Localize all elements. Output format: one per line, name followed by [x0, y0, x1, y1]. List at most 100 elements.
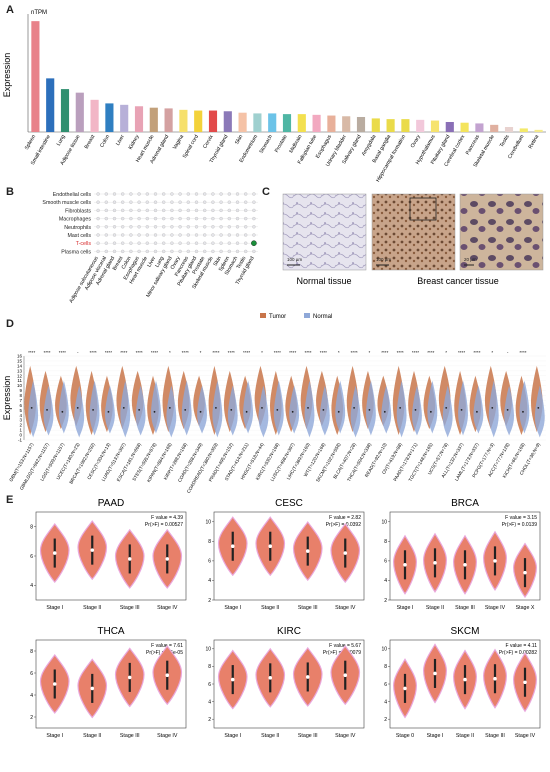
breast-cancer-tissue-label: Breast cancer tissue — [417, 276, 499, 286]
cell-dot — [186, 192, 191, 196]
y-tick-label: 15 — [17, 358, 23, 363]
violin-normal — [412, 385, 422, 436]
cell-dot — [96, 249, 100, 254]
median-dot — [165, 557, 170, 561]
y-tick-label: 6 — [384, 559, 387, 565]
stage-label: Stage I — [224, 605, 241, 611]
stage-label: Stage IV — [157, 733, 178, 739]
subplot-title: PAAD — [98, 498, 125, 509]
violin-normal — [89, 380, 100, 436]
bar — [253, 113, 262, 132]
y-tick-label: 6 — [208, 682, 211, 688]
y-tick-label: 2 — [208, 717, 211, 723]
cell-dot — [202, 192, 207, 196]
cell-dot — [243, 192, 248, 196]
median-dot — [343, 551, 348, 555]
median-dot — [230, 408, 233, 411]
y-tick-label: 3 — [19, 418, 22, 423]
y-tick-label: 5 — [19, 408, 22, 413]
significance-label: **** — [320, 350, 327, 355]
bar — [342, 116, 351, 132]
cell-dot — [235, 241, 240, 245]
cell-dot — [120, 225, 125, 229]
significance-label: * — [445, 350, 447, 355]
cell-dot — [202, 241, 207, 245]
cell-dot — [219, 216, 223, 221]
median-dot — [165, 673, 170, 677]
cell-dot — [178, 216, 182, 221]
column-label: Lung — [154, 256, 165, 269]
row-label: Endothelial cells — [53, 192, 92, 198]
violin-normal — [43, 385, 54, 436]
y-tick-label: 2 — [30, 715, 33, 721]
stage-label: Stage II — [261, 605, 279, 611]
cell-dot — [186, 241, 191, 245]
significance-label: **** — [427, 350, 434, 355]
violin-normal — [135, 385, 146, 436]
stage-label: Stage IV — [485, 605, 506, 611]
violin-normal — [289, 385, 300, 434]
stage-label: Stage III — [298, 605, 318, 611]
median-dot — [90, 548, 95, 552]
legend-label-normal: Normal — [313, 314, 332, 320]
plot-frame — [35, 639, 187, 729]
cell-dot — [137, 216, 141, 221]
median-dot — [383, 410, 386, 413]
y-tick-label: 4 — [30, 583, 33, 589]
cell-dot — [243, 225, 248, 229]
cell-dot — [153, 225, 158, 229]
cell-dot — [145, 225, 150, 229]
significance-label: **** — [381, 350, 388, 355]
significance-label: **** — [105, 350, 112, 355]
panel-label-d: D — [6, 318, 14, 330]
significance-label: **** — [212, 350, 219, 355]
y-tick-label: 13 — [17, 368, 23, 373]
cell-dot — [211, 200, 215, 204]
bar — [164, 108, 173, 132]
plot-frame — [213, 511, 365, 601]
cell-dot — [170, 249, 174, 254]
median-dot — [76, 406, 79, 409]
column-label: Liver — [146, 255, 157, 268]
zoom-box — [409, 197, 437, 221]
median-dot — [523, 680, 527, 685]
median-dot — [153, 410, 156, 413]
median-dot — [305, 675, 310, 679]
y-tick-label: 8 — [208, 539, 211, 545]
stage-label: Stage II — [426, 605, 444, 611]
bar — [120, 104, 129, 132]
y-tick-label: 8 — [208, 664, 211, 670]
violin-normal — [197, 385, 207, 434]
significance-label: **** — [243, 350, 250, 355]
y-tick-label: -1 — [18, 438, 22, 443]
cell-dot — [211, 233, 215, 237]
significance-label: **** — [274, 350, 281, 355]
median-dot — [230, 544, 235, 549]
median-dot — [399, 406, 402, 409]
stage-label: Stage II — [261, 733, 279, 739]
cell-dot — [235, 200, 240, 204]
stage-label: Stage X — [516, 605, 535, 611]
median-dot — [127, 557, 132, 561]
bar — [416, 119, 425, 132]
stage-label: Stage IV — [515, 733, 536, 739]
subplot-title: CESC — [275, 498, 303, 509]
cell-dot — [153, 249, 158, 254]
y-tick-label: 2 — [384, 598, 387, 604]
stage-label: Stage III — [455, 605, 475, 611]
median-dot — [368, 408, 371, 411]
y-tick-label: 6 — [19, 403, 22, 408]
median-dot — [463, 677, 467, 682]
cell-dot — [161, 249, 166, 254]
f-value-label: F value = 2.82 — [329, 515, 361, 521]
panel-label-b: B — [6, 186, 14, 198]
median-dot — [138, 408, 141, 411]
median-dot — [52, 551, 57, 555]
median-dot — [184, 408, 187, 411]
scale-bar-normal: 100 µm — [287, 257, 302, 262]
cell-dot — [227, 192, 232, 196]
x-tick-label: Liver — [115, 134, 126, 147]
cell-dot — [211, 216, 215, 221]
violin-normal — [243, 380, 254, 434]
significance-label: **** — [458, 350, 465, 355]
